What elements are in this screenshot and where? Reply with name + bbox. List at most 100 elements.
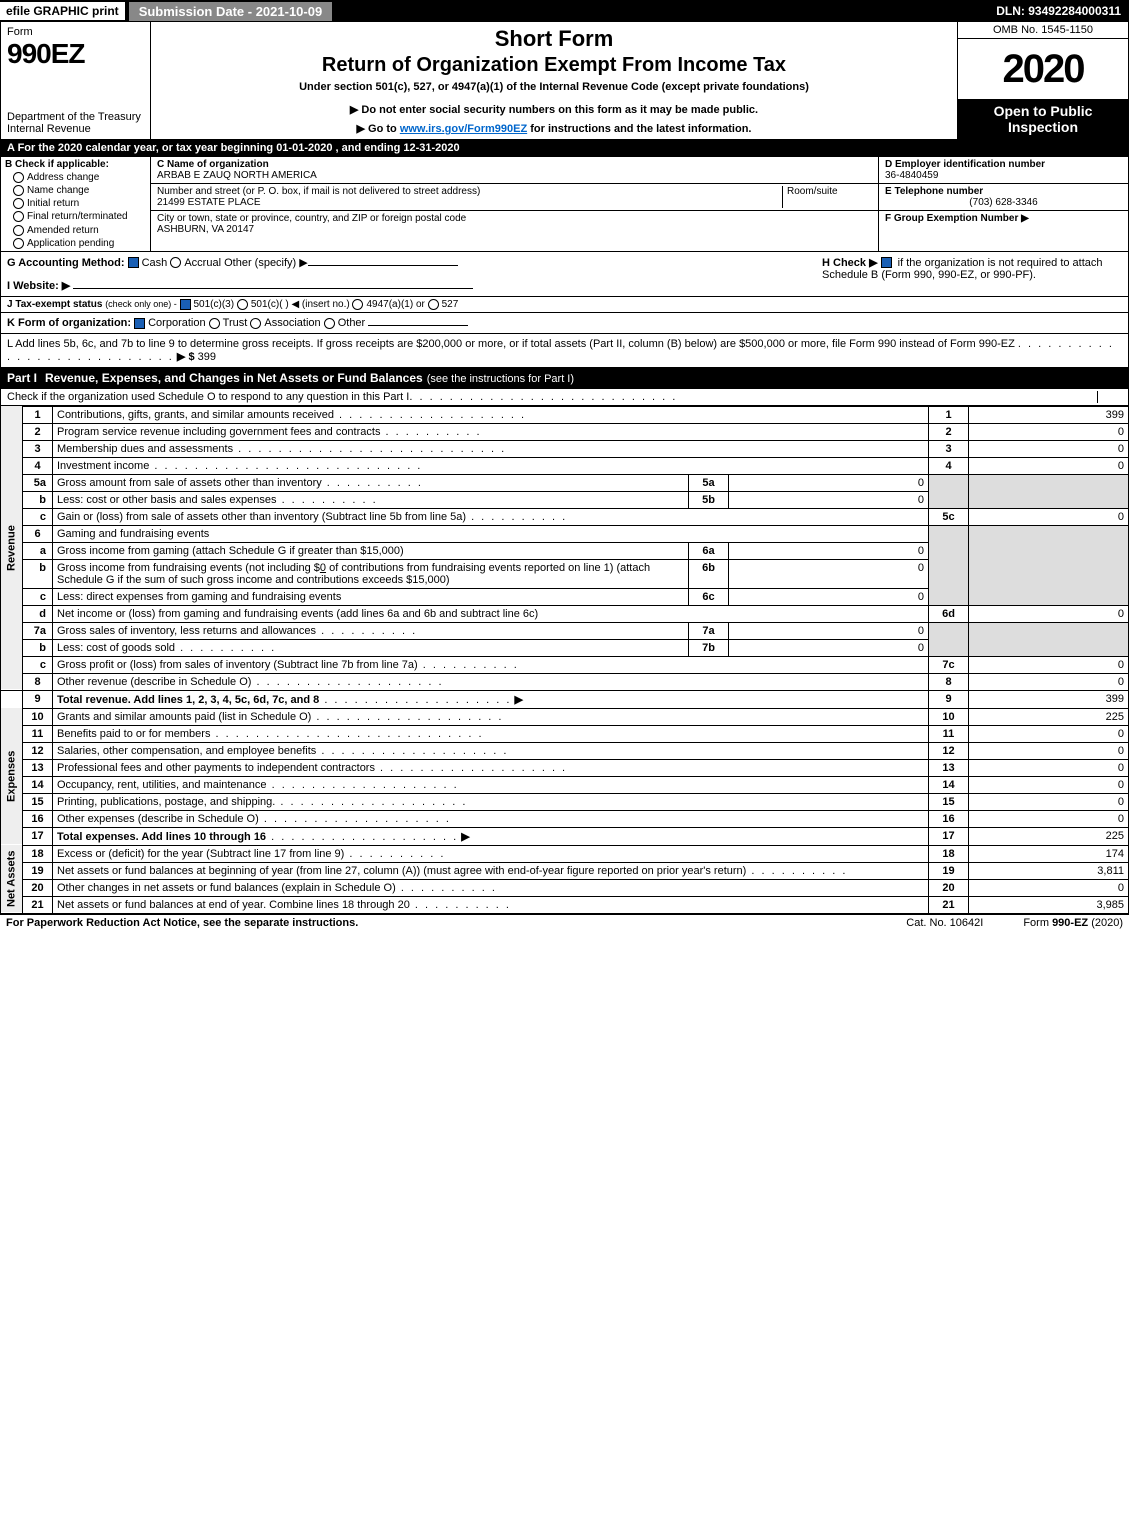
line12-rnum: 12 <box>929 742 969 759</box>
l-text: L Add lines 5b, 6c, and 7b to line 9 to … <box>7 338 1015 350</box>
line5a-sc: 5a <box>689 474 729 491</box>
netassets-tab: Net Assets <box>1 845 23 913</box>
line5b-desc: Less: cost or other basis and sales expe… <box>57 494 277 506</box>
form-number: 990EZ <box>7 38 144 70</box>
line4-num: 4 <box>23 457 53 474</box>
cash-checkbox[interactable] <box>128 257 139 268</box>
line20-num: 20 <box>23 879 53 896</box>
501c-radio[interactable] <box>237 299 248 310</box>
name-change[interactable]: Name change <box>13 185 146 196</box>
4947-radio[interactable] <box>352 299 363 310</box>
line16-rnum: 16 <box>929 810 969 827</box>
part1-sub: (see the instructions for Part I) <box>427 373 574 385</box>
line11-num: 11 <box>23 725 53 742</box>
line21-rnum: 21 <box>929 896 969 913</box>
line6c-desc: Less: direct expenses from gaming and fu… <box>57 591 341 603</box>
line6d-desc: Net income or (loss) from gaming and fun… <box>57 608 538 620</box>
initial-return[interactable]: Initial return <box>13 198 146 209</box>
line7b-sc: 7b <box>689 639 729 656</box>
amended-return[interactable]: Amended return <box>13 225 146 236</box>
line19-num: 19 <box>23 862 53 879</box>
application-pending[interactable]: Application pending <box>13 238 146 249</box>
4947-label: 4947(a)(1) or <box>366 299 424 310</box>
public-inspection: Open to Public Inspection <box>958 99 1128 139</box>
section-c: C Name of organization ARBAB E ZAUQ NORT… <box>151 157 878 251</box>
line17-rnum: 17 <box>929 827 969 845</box>
section-k: K Form of organization: Corporation Trus… <box>0 313 1129 334</box>
j-label: J Tax-exempt status <box>7 299 102 310</box>
line1-rnum: 1 <box>929 406 969 423</box>
schedule-b-checkbox[interactable] <box>881 257 892 268</box>
line5b-sv: 0 <box>729 491 929 508</box>
room-label: Room/suite <box>787 186 838 197</box>
line6c-sv: 0 <box>729 588 929 605</box>
line6d-val: 0 <box>969 605 1129 622</box>
line3-num: 3 <box>23 440 53 457</box>
line15-val: 0 <box>969 793 1129 810</box>
revenue-tab: Revenue <box>1 406 23 690</box>
line6c-sc: 6c <box>689 588 729 605</box>
irs-link[interactable]: www.irs.gov/Form990EZ <box>400 123 527 135</box>
line10-num: 10 <box>23 708 53 725</box>
tax-year: 2020 <box>958 39 1128 99</box>
line6b-desc1: Gross income from fundraising events (no… <box>57 562 320 574</box>
efile-label: efile GRAPHIC print <box>0 2 125 20</box>
line6b-num: b <box>23 559 53 588</box>
goto-note: ▶ Go to www.irs.gov/Form990EZ for instru… <box>159 122 949 135</box>
calendar-year: A For the 2020 calendar year, or tax yea… <box>0 140 1129 157</box>
addr-change[interactable]: Address change <box>13 172 146 183</box>
assoc-radio[interactable] <box>250 318 261 329</box>
part1-num: Part I <box>7 371 37 385</box>
line8-rnum: 8 <box>929 673 969 690</box>
line5c-val: 0 <box>969 508 1129 525</box>
line14-val: 0 <box>969 776 1129 793</box>
info-right: D Employer identification number 36-4840… <box>878 157 1128 251</box>
info-block: B Check if applicable: Address change Na… <box>0 157 1129 252</box>
line13-rnum: 13 <box>929 759 969 776</box>
line21-val: 3,985 <box>969 896 1129 913</box>
line3-val: 0 <box>969 440 1129 457</box>
line17-arrow: ▶ <box>461 831 469 843</box>
line2-desc: Program service revenue including govern… <box>57 426 380 438</box>
corp-checkbox[interactable] <box>134 318 145 329</box>
catalog-no: Cat. No. 10642I <box>906 917 983 929</box>
line9-num: 9 <box>23 690 53 708</box>
line14-rnum: 14 <box>929 776 969 793</box>
other-label: Other (specify) ▶ <box>224 257 308 269</box>
phone-label: E Telephone number <box>885 186 983 197</box>
l-val: 399 <box>198 351 216 363</box>
line3-rnum: 3 <box>929 440 969 457</box>
part1-header: Part I Revenue, Expenses, and Changes in… <box>0 368 1129 389</box>
line8-val: 0 <box>969 673 1129 690</box>
527-radio[interactable] <box>428 299 439 310</box>
assoc-label: Association <box>264 317 320 329</box>
schedo-checkbox[interactable] <box>1097 391 1122 403</box>
line5b-sc: 5b <box>689 491 729 508</box>
501c3-label: 501(c)(3) <box>194 299 235 310</box>
line18-val: 174 <box>969 845 1129 862</box>
line16-desc: Other expenses (describe in Schedule O) <box>57 813 259 825</box>
line7b-sv: 0 <box>729 639 929 656</box>
line10-desc: Grants and similar amounts paid (list in… <box>57 711 311 723</box>
website-label: I Website: ▶ <box>7 280 70 292</box>
department: Department of the Treasury Internal Reve… <box>7 111 144 135</box>
line2-val: 0 <box>969 423 1129 440</box>
final-return[interactable]: Final return/terminated <box>13 211 146 222</box>
line9-val: 399 <box>969 690 1129 708</box>
line21-desc: Net assets or fund balances at end of ye… <box>57 899 410 911</box>
line7b-desc: Less: cost of goods sold <box>57 642 175 654</box>
ein: 36-4840459 <box>885 170 938 181</box>
line8-num: 8 <box>23 673 53 690</box>
line18-desc: Excess or (deficit) for the year (Subtra… <box>57 848 344 860</box>
line6b-sc: 6b <box>689 559 729 588</box>
line9-arrow: ▶ <box>514 694 522 706</box>
l-arrow: ▶ $ <box>177 351 195 363</box>
501c3-checkbox[interactable] <box>180 299 191 310</box>
line11-rnum: 11 <box>929 725 969 742</box>
accrual-radio[interactable] <box>170 257 181 268</box>
omb-number: OMB No. 1545-1150 <box>958 22 1128 39</box>
header-mid: Short Form Return of Organization Exempt… <box>151 22 958 139</box>
other-radio[interactable] <box>324 318 335 329</box>
trust-radio[interactable] <box>209 318 220 329</box>
schedo-line: Check if the organization used Schedule … <box>0 389 1129 406</box>
